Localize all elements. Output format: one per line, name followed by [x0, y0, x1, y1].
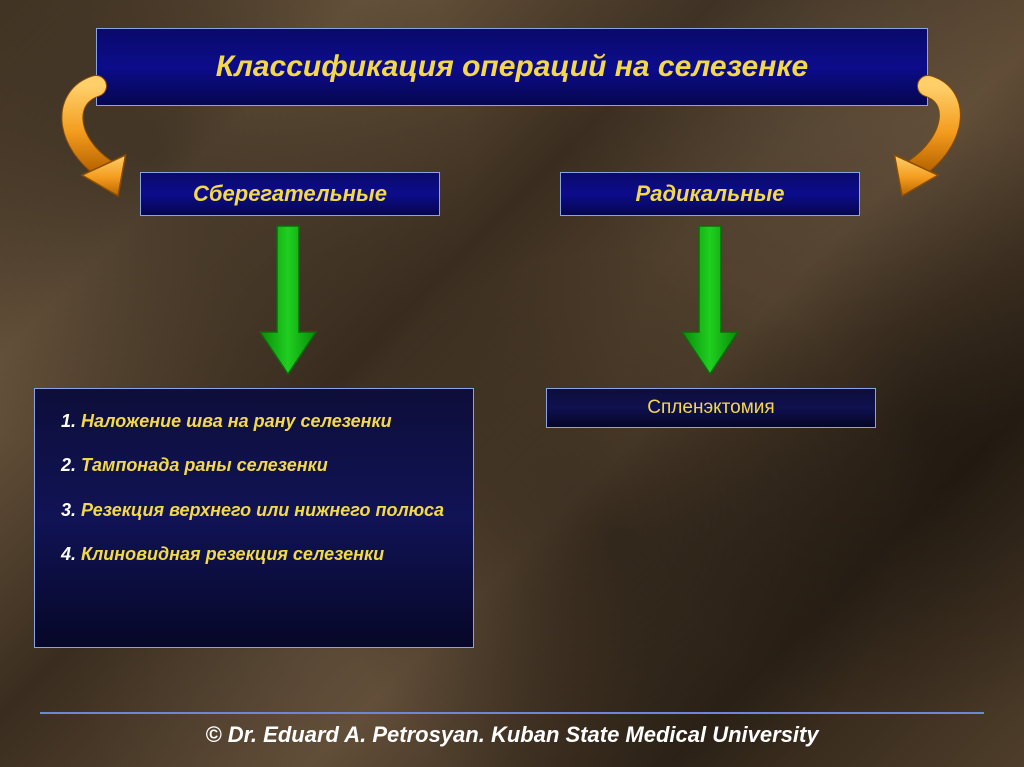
curved-arrow-left-icon	[66, 56, 148, 226]
category-label-conservative: Сберегательные	[193, 181, 387, 207]
footer-credit-text: © Dr. Eduard A. Petrosyan. Kuban State M…	[205, 722, 818, 747]
slide-title-text: Классификация операций на селезенке	[216, 50, 808, 84]
list-item: Тампонада раны селезенки	[81, 453, 455, 477]
category-box-conservative: Сберегательные	[140, 172, 440, 216]
down-arrow-left-icon	[256, 222, 320, 378]
radical-operation-label: Спленэктомия	[647, 397, 774, 419]
list-item: Резекция верхнего или нижнего полюса	[81, 498, 455, 522]
category-label-radical: Радикальные	[636, 181, 785, 207]
radical-operation-box: Спленэктомия	[546, 388, 876, 428]
down-arrow-right-icon	[678, 222, 742, 378]
curved-arrow-right-icon	[872, 56, 958, 226]
footer-credit: © Dr. Eduard A. Petrosyan. Kuban State M…	[0, 722, 1024, 752]
list-item: Клиновидная резекция селезенки	[81, 542, 455, 566]
list-item-text: Клиновидная резекция селезенки	[81, 544, 384, 564]
category-box-radical: Радикальные	[560, 172, 860, 216]
footer-divider	[40, 712, 984, 714]
list-item: Наложение шва на рану селезенки	[81, 409, 455, 433]
list-item-text: Резекция верхнего или нижнего полюса	[81, 500, 444, 520]
list-item-text: Наложение шва на рану селезенки	[81, 411, 392, 431]
list-item-text: Тампонада раны селезенки	[81, 455, 328, 475]
conservative-operations-list: Наложение шва на рану селезенки Тампонада…	[34, 388, 474, 648]
slide-title: Классификация операций на селезенке	[96, 28, 928, 106]
